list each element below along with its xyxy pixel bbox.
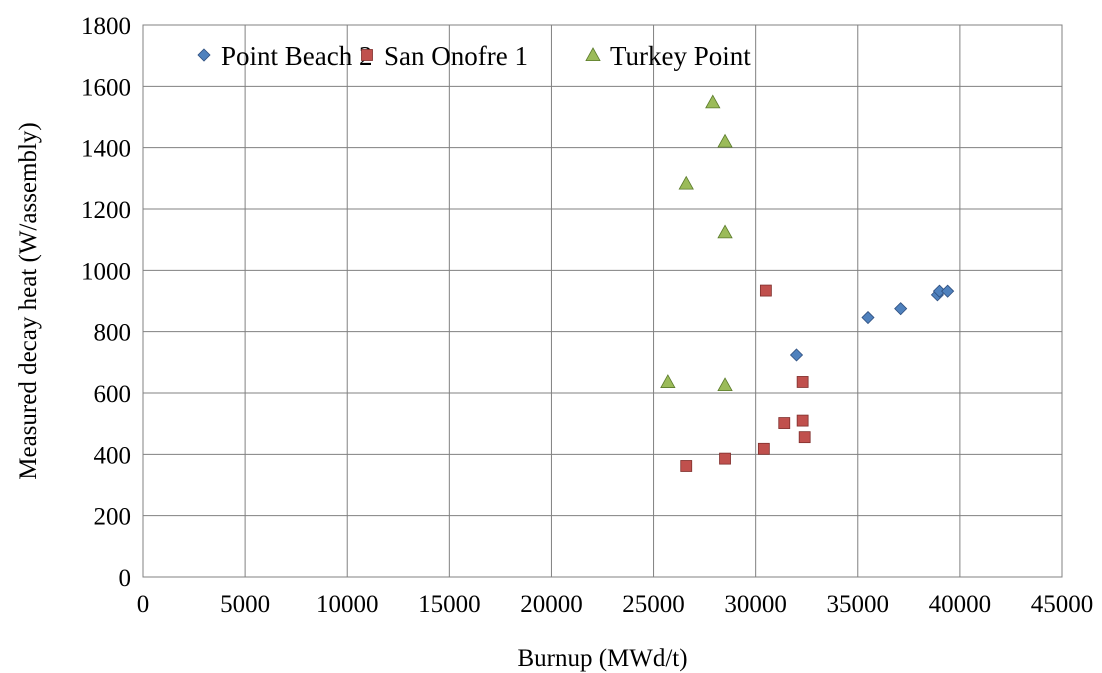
square-data-point bbox=[757, 442, 770, 455]
square-data-point bbox=[719, 452, 731, 465]
x-tick-label: 5000 bbox=[220, 591, 270, 618]
data-points bbox=[660, 94, 955, 472]
y-tick-label: 1400 bbox=[81, 136, 131, 163]
triangle-data-point bbox=[660, 374, 676, 388]
series-point-beach-2 bbox=[789, 284, 955, 362]
y-tick-label: 400 bbox=[94, 442, 132, 469]
series-turkey-point bbox=[660, 94, 733, 392]
diamond-data-point bbox=[941, 284, 955, 298]
y-axis-tick-labels: 0 200 400 600 800 1000 1200 1400 1600 1800 bbox=[81, 13, 131, 592]
x-tick-label: 30000 bbox=[724, 591, 787, 618]
diamond-data-point bbox=[861, 310, 875, 325]
x-tick-label: 0 bbox=[137, 591, 150, 618]
diamond-data-point bbox=[894, 302, 908, 316]
triangle-data-point bbox=[717, 224, 733, 239]
legend-diamond-marker bbox=[197, 48, 211, 62]
y-tick-label: 1600 bbox=[81, 74, 131, 101]
square-data-point bbox=[798, 431, 811, 444]
y-tick-label: 200 bbox=[94, 504, 132, 531]
legend-entry: Point Beach 2 bbox=[197, 41, 372, 71]
series-san-onofre-1 bbox=[680, 284, 811, 472]
diamond-data-point bbox=[789, 348, 804, 362]
legend-entry: San Onofre 1 bbox=[361, 41, 528, 71]
plot-area bbox=[142, 24, 1063, 578]
x-tick-label: 20000 bbox=[520, 591, 583, 618]
square-data-point bbox=[778, 417, 791, 429]
square-data-point bbox=[759, 284, 772, 297]
legend-label: Turkey Point bbox=[610, 41, 751, 71]
legend-entry: Turkey Point bbox=[585, 41, 751, 71]
triangle-data-point bbox=[717, 133, 733, 148]
x-tick-label: 45000 bbox=[1031, 591, 1094, 618]
x-tick-label: 25000 bbox=[622, 591, 685, 618]
triangle-data-point bbox=[678, 175, 694, 190]
y-tick-label: 1200 bbox=[81, 197, 131, 224]
legend-label: Point Beach 2 bbox=[221, 41, 372, 71]
x-axis-tick-labels: 0 5000 10000 15000 20000 25000 30000 35000 40000… bbox=[137, 591, 1094, 618]
legend-triangle-marker bbox=[585, 47, 601, 61]
y-tick-label: 1000 bbox=[81, 258, 131, 285]
x-axis-title: Burnup (MWd/t) bbox=[517, 645, 687, 672]
legend-label: San Onofre 1 bbox=[384, 41, 528, 71]
triangle-data-point bbox=[717, 377, 733, 392]
square-data-point bbox=[796, 376, 809, 388]
x-tick-label: 10000 bbox=[316, 591, 379, 618]
legend: Point Beach 2 San Onofre 1 Turkey Point bbox=[197, 41, 751, 71]
x-tick-label: 35000 bbox=[827, 591, 890, 618]
y-tick-label: 600 bbox=[94, 381, 132, 408]
triangle-data-point bbox=[705, 94, 721, 109]
y-tick-label: 1800 bbox=[81, 13, 131, 40]
y-tick-label: 800 bbox=[94, 320, 132, 347]
x-tick-label: 40000 bbox=[929, 591, 992, 618]
legend-square-marker bbox=[361, 49, 373, 61]
gridlines bbox=[142, 24, 1063, 578]
y-tick-label: 0 bbox=[119, 565, 132, 592]
y-axis-title: Measured decay heat (W/assembly) bbox=[15, 122, 42, 479]
square-data-point bbox=[796, 414, 809, 427]
x-tick-label: 15000 bbox=[418, 591, 481, 618]
square-data-point bbox=[680, 460, 693, 472]
